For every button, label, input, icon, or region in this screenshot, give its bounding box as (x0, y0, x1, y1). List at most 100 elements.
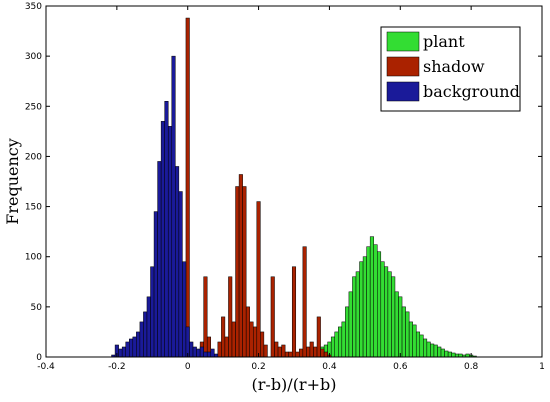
x-tick-label: 0 (185, 362, 191, 372)
bar-plant (412, 324, 417, 358)
bar-plant (391, 276, 396, 358)
bar-shadow (221, 316, 226, 358)
bar-plant (373, 244, 378, 358)
bar-shadow (291, 266, 297, 358)
bar-plant (419, 334, 424, 358)
y-tick-label: 50 (31, 303, 43, 313)
bar-shadow (238, 174, 243, 358)
y-tick-label: 150 (25, 203, 42, 213)
bar-shadow (299, 348, 304, 358)
y-tick-label: 0 (36, 353, 42, 363)
x-tick-label: 0.2 (251, 362, 265, 372)
legend-swatch-shadow (386, 56, 420, 77)
bar-plant (451, 352, 456, 358)
bar-shadow (203, 276, 208, 358)
bar-background (143, 311, 148, 358)
bar-plant (359, 261, 364, 358)
bar-shadow (277, 346, 282, 358)
bar-shadow (224, 336, 229, 358)
bar-background (139, 321, 144, 358)
bar-shadow (235, 186, 240, 358)
bar-shadow (270, 276, 275, 358)
bar-background (189, 341, 194, 358)
legend-label-shadow: shadow (423, 57, 485, 76)
bar-plant (369, 236, 374, 358)
bar-shadow (320, 348, 325, 358)
bar-background (196, 348, 201, 358)
bar-plant (345, 306, 350, 358)
bar-background (182, 261, 187, 358)
bar-shadow (185, 17, 190, 358)
bar-plant (387, 271, 392, 358)
bar-shadow (217, 341, 222, 358)
bar-plant (440, 348, 445, 358)
bar-shadow (256, 201, 261, 358)
bar-background (167, 126, 173, 358)
bar-background (192, 346, 197, 358)
bar-shadow (281, 344, 286, 358)
bar-background (150, 266, 155, 358)
legend-swatch-plant (386, 31, 420, 52)
x-tick-label: -0.2 (108, 362, 126, 372)
bar-plant (405, 311, 410, 358)
bar-shadow (245, 306, 250, 358)
bar-plant (341, 321, 346, 358)
bar-plant (415, 331, 421, 358)
bar-plant (401, 306, 406, 358)
bar-background (175, 166, 180, 358)
bar-background (210, 348, 215, 358)
bar-plant (437, 346, 442, 358)
bar-background (206, 351, 211, 358)
legend-label-plant: plant (423, 32, 465, 51)
bar-plant (394, 291, 399, 358)
bar-shadow (228, 276, 233, 358)
bar-plant (430, 343, 435, 358)
x-axis-title: (r-b)/(r+b) (252, 375, 337, 394)
bar-plant (408, 321, 413, 358)
bar-background (129, 338, 134, 358)
bar-shadow (295, 351, 300, 358)
y-tick-label: 300 (25, 52, 42, 62)
y-tick-label: 350 (25, 2, 42, 12)
bar-plant (348, 291, 353, 358)
bar-shadow (316, 316, 321, 358)
bar-plant (330, 336, 335, 358)
plot-frame (45, 5, 543, 358)
bar-shadow (302, 246, 307, 358)
bar-plant (355, 271, 360, 358)
y-axis-title: Frequency (3, 138, 22, 225)
legend-swatch-background (386, 81, 420, 102)
bar-plant (433, 344, 438, 358)
bar-shadow (323, 351, 328, 358)
bar-background (132, 336, 137, 358)
bar-plant (366, 246, 371, 358)
bar-background (203, 351, 208, 358)
bar-shadow (253, 326, 258, 358)
bar-plant (352, 276, 357, 358)
bar-plant (338, 326, 343, 358)
bar-shadow (313, 346, 318, 358)
y-tick-label: 200 (25, 152, 42, 162)
bar-shadow (274, 341, 279, 358)
bar-shadow (249, 321, 254, 358)
y-tick-label: 250 (25, 102, 42, 112)
bar-plant (384, 266, 389, 358)
bar-background (136, 331, 141, 358)
legend-label-background: background (423, 82, 520, 101)
bar-background (178, 191, 183, 358)
x-tick-label: -0.4 (37, 362, 55, 372)
bar-plant (334, 331, 339, 358)
bar-shadow (288, 351, 293, 358)
bar-plant (377, 251, 382, 358)
y-tick-label: 100 (25, 253, 42, 263)
bar-background (164, 101, 169, 358)
bar-background (171, 55, 176, 358)
bar-shadow (231, 321, 236, 358)
bar-shadow (309, 341, 314, 358)
bar-shadow (306, 346, 311, 358)
bar-background (185, 326, 190, 358)
bar-plant (444, 350, 449, 358)
bar-background (160, 121, 165, 358)
bar-shadow (263, 344, 268, 358)
